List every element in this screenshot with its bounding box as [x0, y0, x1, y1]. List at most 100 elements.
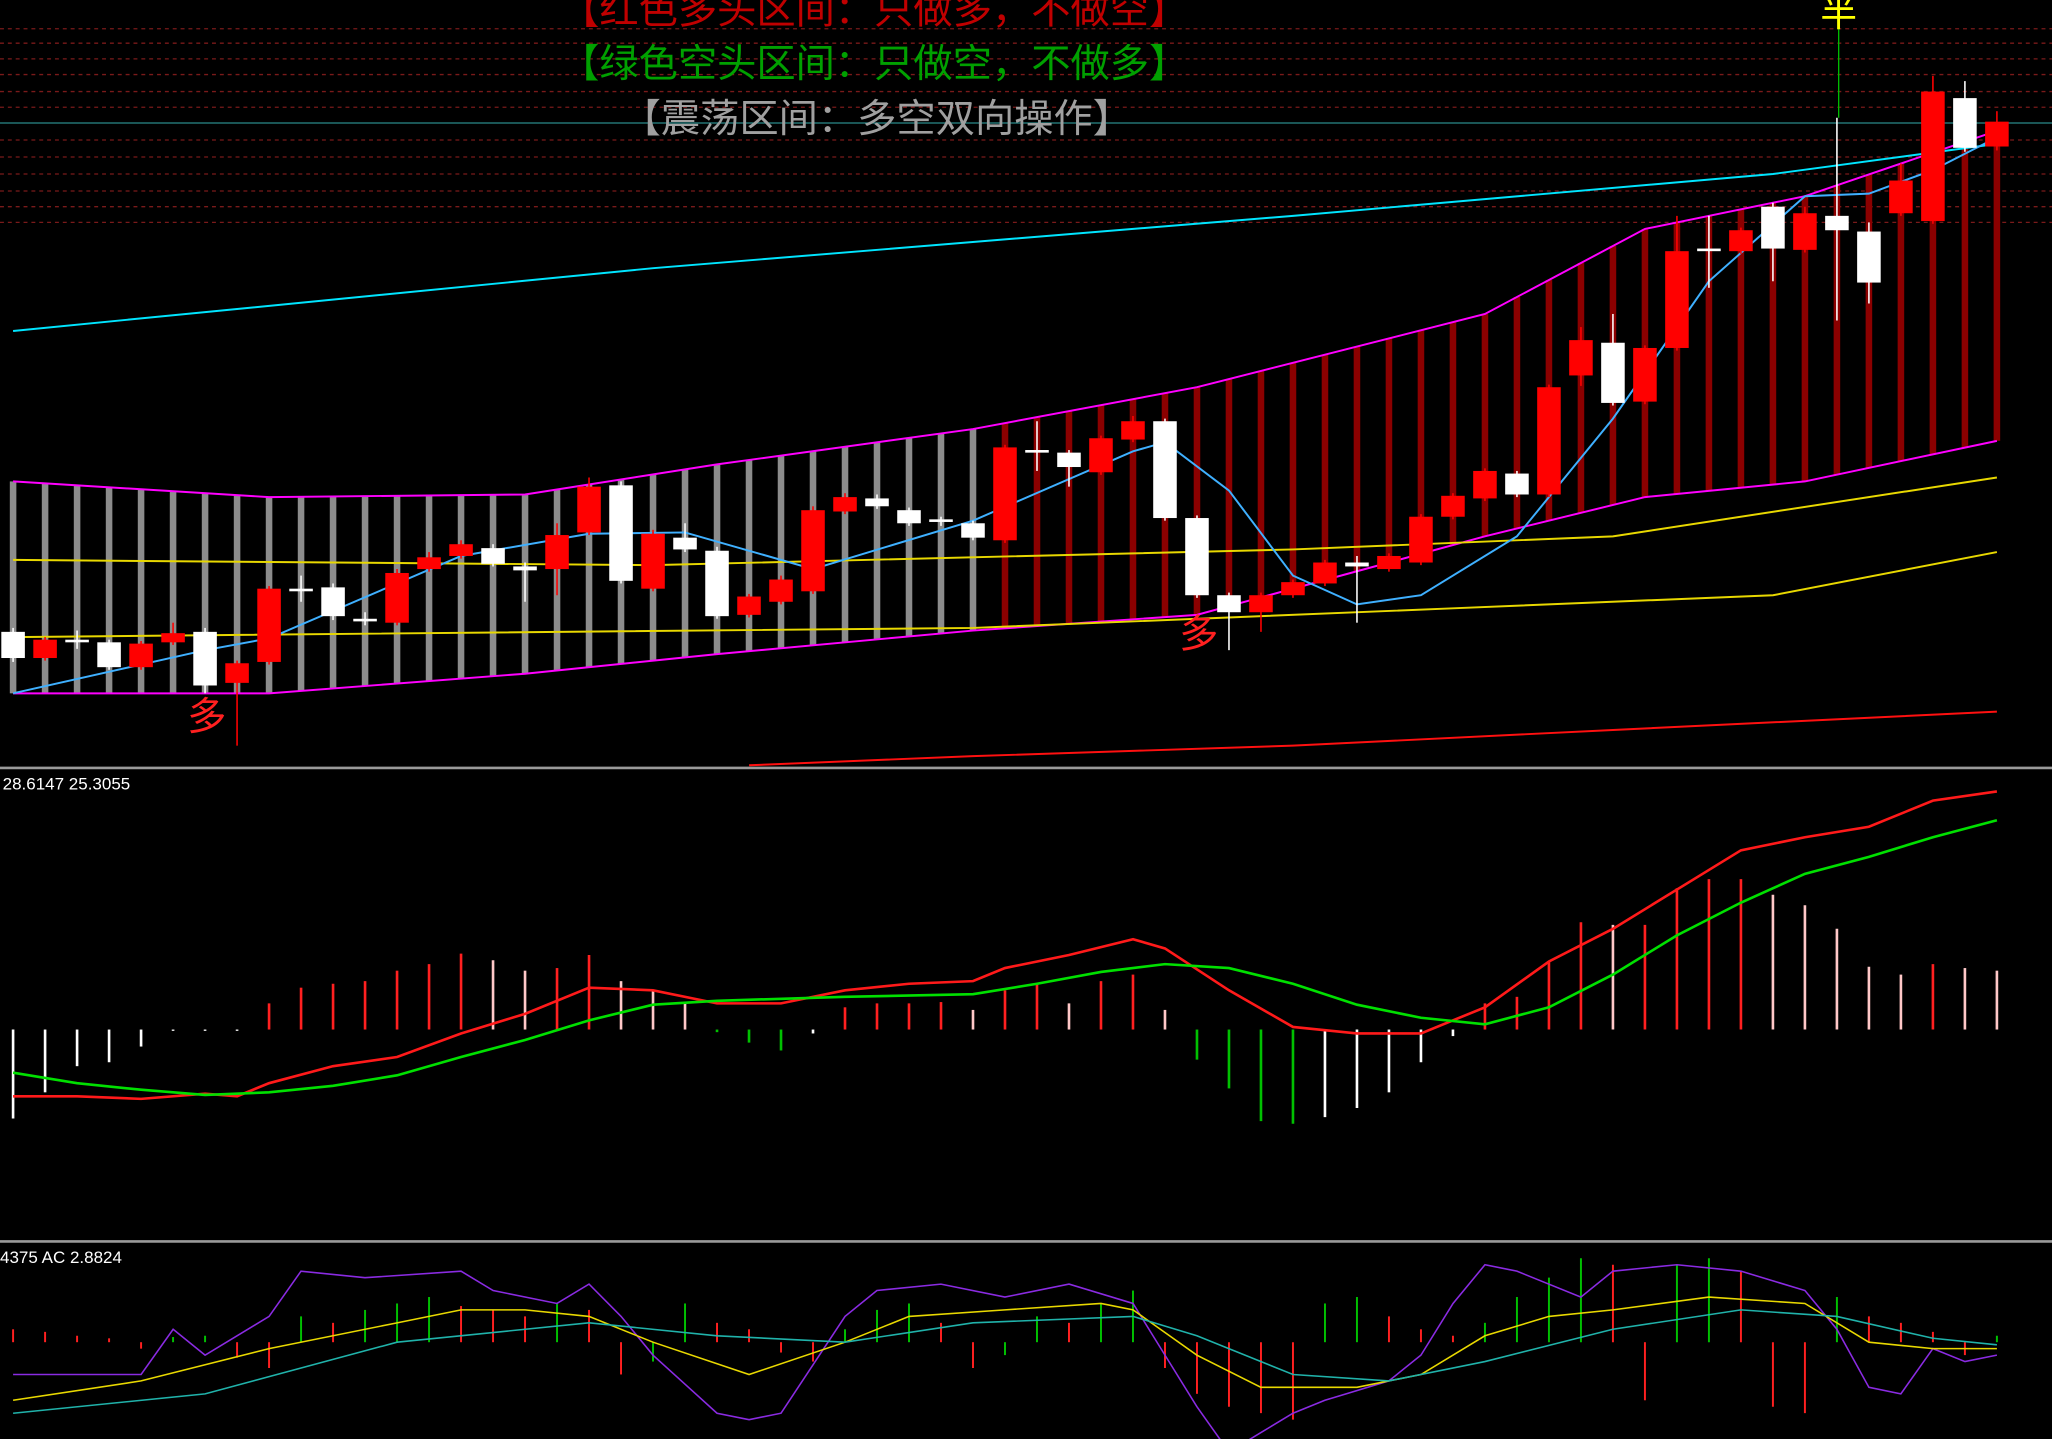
candle-body [545, 535, 569, 570]
band-column [1961, 141, 1969, 448]
band-column [233, 495, 241, 694]
band-column [1513, 296, 1521, 529]
candle-body [353, 618, 377, 622]
candle-body [65, 639, 89, 643]
candle-body [1697, 248, 1721, 252]
candle-body [33, 639, 57, 659]
candle-body [129, 643, 153, 668]
band-column [1801, 196, 1809, 482]
candle-body [513, 566, 537, 571]
candle-body [1953, 98, 1977, 148]
candle-body [609, 485, 633, 581]
band-column [873, 442, 881, 640]
moving-average [13, 551, 1998, 639]
band-column [777, 455, 785, 649]
candle-body [385, 572, 409, 623]
candle-body [1761, 206, 1785, 249]
candle-body [1153, 421, 1177, 519]
candle-body [1857, 231, 1881, 283]
candle-body [417, 557, 441, 570]
candle-body [1377, 555, 1401, 570]
candle-body [1729, 230, 1753, 252]
candle-body [1569, 340, 1593, 376]
band-column [1385, 338, 1393, 563]
band-column [73, 485, 81, 694]
candle-body [1057, 452, 1081, 468]
candle-body [1505, 473, 1529, 495]
candle-body [321, 587, 345, 617]
band-column [1065, 411, 1073, 624]
band-column [1321, 354, 1329, 580]
candle-body [1793, 213, 1817, 250]
band-column [201, 493, 209, 694]
band-column [1577, 262, 1585, 513]
band-column [457, 495, 465, 679]
moving-average [12, 142, 1998, 332]
candle-body [289, 588, 313, 592]
candle-body [1985, 121, 2009, 147]
band-column [1769, 202, 1777, 485]
candle-body [833, 497, 857, 512]
band-column [137, 489, 145, 694]
band-column [1993, 130, 2001, 441]
band-column [169, 491, 177, 694]
band-column [1929, 152, 1937, 455]
candle-body [1889, 180, 1913, 214]
band-column [361, 496, 369, 686]
candle-body [641, 533, 665, 589]
candle-body [1025, 450, 1049, 453]
candle-body [673, 537, 697, 550]
band-column [1481, 313, 1489, 537]
candle-body [993, 447, 1017, 541]
band-column [41, 483, 49, 694]
macd-line [12, 818, 1998, 1097]
candle-body [705, 550, 729, 617]
candle-body [1921, 91, 1945, 222]
candle-body [1441, 495, 1465, 517]
band-column [841, 446, 849, 643]
candle-body [1825, 215, 1849, 231]
band-column [1737, 209, 1745, 488]
banner-line: 【红色多头区间：只做多，不做空】 [560, 0, 1188, 34]
candle-body [1473, 470, 1497, 499]
band-column [9, 481, 17, 694]
band-column [745, 459, 753, 652]
band-column [1289, 362, 1297, 589]
candle-body [1217, 595, 1241, 613]
candle-body [929, 519, 953, 522]
candle-body [1121, 421, 1145, 440]
ac-line [12, 1296, 1997, 1402]
candle-body [257, 588, 281, 662]
band-column [1353, 346, 1361, 572]
candle-body [1537, 387, 1561, 495]
band-column [905, 437, 913, 637]
candle-body [1249, 595, 1273, 613]
band-column [1673, 222, 1681, 494]
candle-body [1185, 518, 1209, 596]
plot [1, 75, 2009, 1439]
band-upper [13, 129, 1998, 499]
band-column [1865, 174, 1873, 468]
candle-body [97, 642, 121, 668]
candle-body [161, 633, 185, 643]
candle-body [1633, 347, 1657, 402]
ac-line [13, 1309, 1997, 1415]
band-column [937, 433, 945, 634]
band-column [1833, 185, 1841, 475]
banner-line: 【震荡区间：多空双向操作】 [622, 97, 1132, 142]
band-column [1705, 215, 1713, 491]
signal-marker: 半 [1820, 0, 1857, 35]
candle-body [897, 510, 921, 524]
candle-body [769, 579, 793, 602]
indicator-label: 4375 AC 2.8824 [0, 1248, 122, 1267]
band-column [1417, 330, 1425, 554]
banner-line: 【绿色空头区间：只做空，不做多】 [560, 42, 1188, 87]
band-column [425, 495, 433, 682]
band-column [105, 487, 113, 694]
band-column [1449, 322, 1457, 546]
candle-body [481, 548, 505, 564]
signal-marker: 多 [1179, 613, 1218, 658]
band-column [1257, 370, 1265, 598]
candle-body [193, 631, 217, 686]
